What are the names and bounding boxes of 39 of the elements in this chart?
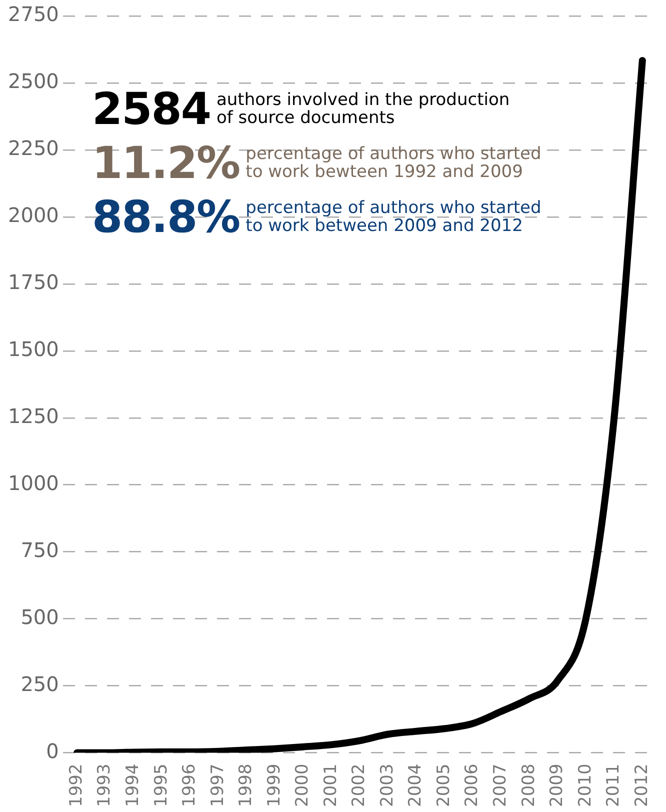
- x-tick-label: 1993: [94, 764, 115, 807]
- x-tick-label: 1992: [66, 764, 86, 807]
- y-tick-label: 1750: [8, 270, 59, 294]
- y-tick-label: 2500: [8, 69, 59, 94]
- x-tick-label: 2007: [490, 764, 510, 807]
- x-tick-label: 2008: [518, 764, 539, 807]
- x-tick-label: 2010: [575, 764, 596, 807]
- x-tick-label: 2012: [632, 764, 652, 807]
- annotation: percentage of authors who started to work between 2009 and 2012: [246, 198, 542, 236]
- y-tick-label: 0: [46, 738, 59, 763]
- x-tick-label: 1999: [264, 764, 284, 807]
- x-tick-label: 2003: [377, 764, 398, 807]
- annotation: authors involved in the production of source documents: [216, 90, 511, 128]
- y-tick-label: 500: [20, 604, 59, 629]
- x-tick-label: 1994: [122, 764, 143, 807]
- y-tick-label: 2000: [8, 203, 59, 228]
- annotation: percentage of authors who started to work bewteen 1992 and 2009: [246, 144, 542, 182]
- annotation: 11.2%: [92, 138, 240, 189]
- x-tick-label: 2002: [349, 764, 370, 807]
- x-tick-label: 1998: [236, 764, 256, 807]
- x-tick-label: 2006: [462, 764, 482, 807]
- x-tick-label: 1995: [151, 764, 172, 807]
- x-tick-label: 1997: [208, 764, 228, 807]
- y-tick-label: 2250: [8, 136, 59, 160]
- x-tick-label: 2000: [292, 764, 313, 807]
- y-tick-label: 2750: [8, 2, 59, 26]
- y-tick-label: 1500: [8, 337, 59, 362]
- y-tick-label: 1000: [8, 471, 59, 496]
- annotation: 88.8%: [92, 192, 240, 243]
- x-tick-label: 2001: [320, 764, 341, 807]
- annotation: 2584: [92, 84, 210, 135]
- y-tick-label: 1250: [8, 404, 59, 428]
- y-tick-label: 250: [20, 672, 59, 696]
- x-tick-label: 1996: [180, 764, 200, 807]
- x-tick-label: 2009: [547, 764, 568, 807]
- y-tick-label: 750: [20, 538, 59, 562]
- x-tick-label: 2011: [604, 764, 624, 807]
- x-tick-label: 2004: [406, 764, 426, 807]
- x-tick-label: 2005: [434, 764, 454, 807]
